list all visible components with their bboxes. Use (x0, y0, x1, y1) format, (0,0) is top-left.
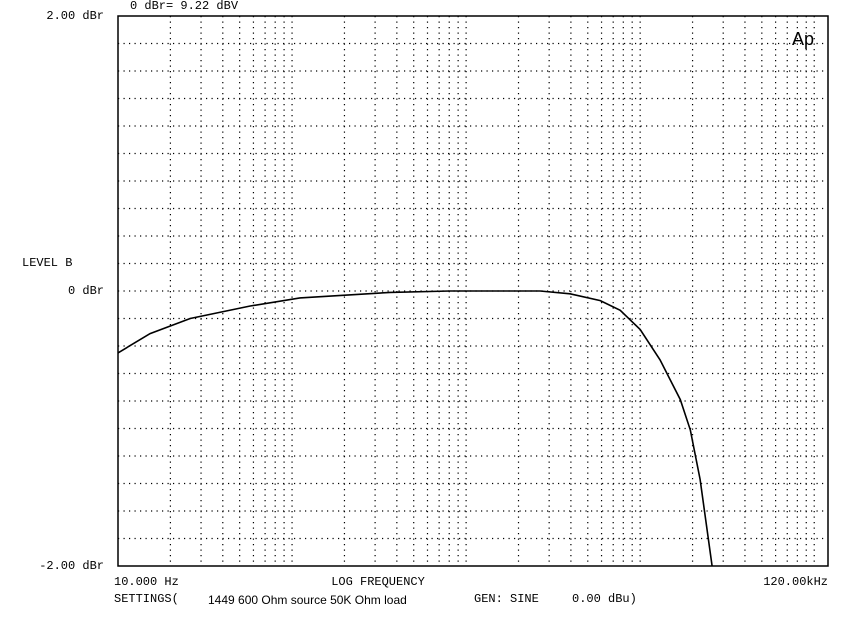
logo: Ap (792, 29, 814, 49)
x-tick-label: 120.00kHz (763, 575, 828, 589)
y-axis-label: LEVEL B (22, 256, 72, 270)
x-tick-label: 10.000 Hz (114, 575, 179, 589)
y-tick-label: 0 dBr (68, 284, 104, 298)
y-tick-label: -2.00 dBr (39, 559, 104, 573)
footer-settings: SETTINGS( (114, 592, 179, 606)
footer-level: 0.00 dBu) (572, 592, 637, 606)
y-tick-label: 2.00 dBr (46, 9, 104, 23)
x-axis-label: LOG FREQUENCY (331, 575, 425, 589)
footer-gen: GEN: SINE (474, 592, 539, 606)
footer-description: 1449 600 Ohm source 50K Ohm load (208, 593, 407, 607)
header: 0 dBr= 9.22 dBV (130, 0, 239, 13)
level-curve (117, 290, 713, 567)
